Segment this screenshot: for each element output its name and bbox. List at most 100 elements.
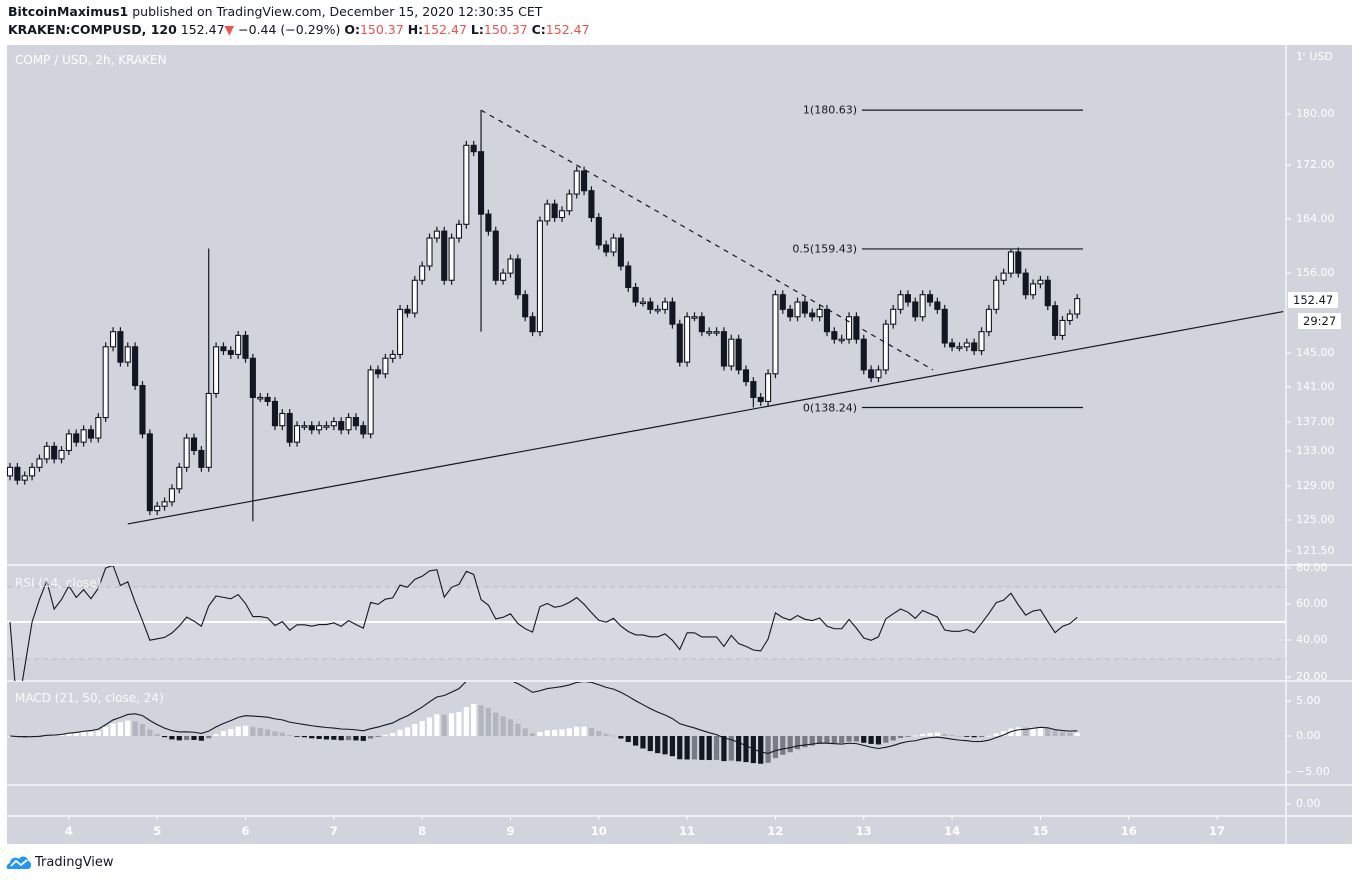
- candle-down: [1022, 268, 1029, 300]
- macd-histogram-bar: [338, 736, 344, 741]
- candle-up: [21, 471, 28, 485]
- candle-down: [139, 381, 146, 439]
- candle-up: [154, 501, 161, 516]
- time-tick-label: 8: [418, 824, 427, 838]
- macd-histogram-bar: [603, 733, 609, 736]
- candle-body: [1029, 283, 1037, 296]
- macd-histogram-bar: [206, 736, 212, 739]
- candle-down: [1052, 301, 1059, 340]
- candle-body: [581, 170, 588, 192]
- macd-histogram-bar: [426, 717, 433, 736]
- tradingview-logo[interactable]: TradingView: [6, 854, 114, 870]
- macd-histogram-bar: [353, 736, 359, 741]
- candle-up: [323, 421, 330, 431]
- candle-up: [573, 166, 580, 199]
- macd-histogram-bar: [964, 736, 970, 737]
- publish-info: BitcoinMaximus1 published on TradingView…: [8, 4, 542, 19]
- time-tick-label: 13: [855, 824, 872, 838]
- rsi-tick-label: 80.00: [1296, 561, 1328, 574]
- candle-down: [477, 110, 485, 332]
- candle-up: [213, 342, 220, 398]
- open-value: 150.37: [359, 22, 404, 37]
- macd-histogram-bar: [279, 732, 285, 736]
- price-axis-header: 1ʳ USD: [1296, 50, 1333, 63]
- macd-histogram-bar: [382, 734, 388, 736]
- candle-up: [397, 304, 404, 359]
- candle-body: [1037, 279, 1044, 285]
- macd-histogram-bar: [147, 729, 153, 736]
- macd-histogram-bar: [81, 732, 87, 736]
- candle-down: [647, 297, 654, 314]
- macd-histogram-bar: [1015, 727, 1021, 736]
- candle-body: [1074, 298, 1081, 315]
- candle-down: [470, 140, 477, 157]
- candle-up: [1074, 294, 1081, 319]
- candle-down: [242, 330, 249, 363]
- candle-body: [441, 230, 448, 281]
- candle-body: [676, 323, 683, 363]
- macd-histogram-bar: [250, 726, 256, 736]
- high-label: H:: [407, 22, 424, 37]
- candle-body: [985, 308, 992, 333]
- candle-body: [684, 316, 691, 363]
- macd-histogram-bar: [662, 736, 668, 755]
- candle-up: [36, 454, 43, 472]
- candle-up: [610, 233, 617, 257]
- macd-histogram-bar: [235, 726, 241, 736]
- last-price: 152.47: [180, 22, 225, 37]
- price-tick-label: 156.00: [1296, 266, 1335, 279]
- price-tick-label: 133.00: [1296, 444, 1335, 457]
- candle-body: [448, 237, 455, 281]
- candle-body: [404, 308, 411, 314]
- macd-histogram-bar: [515, 723, 521, 736]
- extra-pane-tick-label: 0.00: [1296, 797, 1321, 810]
- candle-body: [242, 334, 249, 359]
- candle-down: [926, 290, 934, 307]
- candle-up: [1000, 268, 1007, 285]
- candle-up: [691, 312, 698, 322]
- macd-histogram-bar: [581, 726, 587, 736]
- candle-body: [1000, 272, 1007, 281]
- candle-down: [73, 429, 80, 447]
- publisher-name[interactable]: BitcoinMaximus1: [8, 4, 129, 19]
- axis-unit: USD: [1309, 50, 1333, 63]
- candle-body: [345, 416, 352, 431]
- macd-histogram-bar: [1052, 730, 1058, 736]
- candle-up: [654, 304, 661, 314]
- low-value: 150.37: [483, 22, 528, 37]
- candle-up: [279, 409, 286, 431]
- macd-histogram-bar: [1023, 727, 1029, 736]
- candle-down: [669, 297, 676, 329]
- candle-body: [397, 308, 404, 355]
- macd-histogram-bar: [522, 728, 528, 736]
- macd-tick-label: 5.00: [1296, 694, 1321, 707]
- candle-body: [544, 203, 551, 222]
- candle-body: [691, 316, 698, 319]
- candle-up: [536, 216, 543, 337]
- candle-down: [117, 327, 124, 367]
- macd-histogram-bar: [493, 712, 499, 736]
- candle-body: [183, 437, 190, 468]
- candle-up: [102, 342, 109, 423]
- candle-down: [220, 342, 227, 356]
- candle-body: [603, 244, 610, 253]
- candle-body: [897, 294, 904, 310]
- candle-body: [566, 193, 573, 212]
- candle-up: [500, 268, 507, 285]
- candle-body: [654, 308, 661, 312]
- macd-histogram-bar: [294, 736, 300, 737]
- candle-down: [51, 441, 58, 464]
- candle-up: [566, 189, 573, 216]
- candle-body: [831, 331, 838, 340]
- price-tick-label: 137.00: [1296, 415, 1335, 428]
- macd-histogram-bar: [890, 736, 896, 741]
- candle-down: [912, 297, 919, 322]
- candle-up: [257, 393, 264, 402]
- candle-body: [735, 338, 742, 371]
- macd-histogram-bar: [287, 734, 293, 736]
- fib-level-label: 1(180.63): [802, 103, 857, 117]
- candle-body: [507, 258, 514, 274]
- macd-histogram-bar: [316, 736, 322, 739]
- candle-body: [639, 301, 647, 305]
